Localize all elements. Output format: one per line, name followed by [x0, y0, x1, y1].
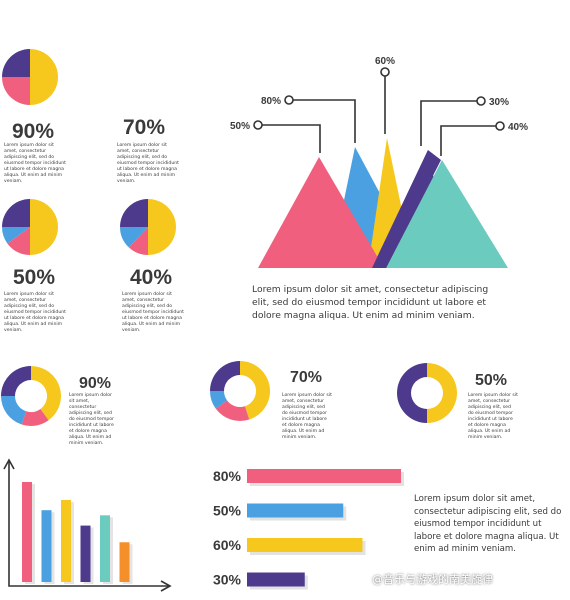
- mountain-label-80%: 80%: [261, 96, 281, 107]
- leader-ring-50%: [253, 120, 263, 130]
- text-donut-90: Lorem ipsum dolor sit amet, consectetur …: [69, 393, 114, 446]
- donut-90-slice-yellow: [31, 366, 62, 421]
- hbar-label-30%: 30%: [213, 572, 242, 588]
- hbar-label-80%: 80%: [213, 468, 242, 484]
- donut-70-slice-pink: [215, 400, 250, 422]
- donut-90-slice-pink: [21, 408, 49, 427]
- donut-90-label: 90%: [79, 375, 111, 392]
- pie-90-slice-pink: [2, 77, 30, 105]
- leader-line-80%: [289, 99, 356, 143]
- pie-50-label: 50%: [13, 266, 55, 289]
- pie-50-slice-yellow: [30, 199, 58, 255]
- donut-90-slice-blue: [1, 396, 27, 425]
- text-50-left: Lorem ipsum dolor sit amet, consectetur …: [4, 292, 66, 333]
- pie-40-slice-yellow: [148, 199, 176, 255]
- hbar-yellow: [247, 538, 363, 552]
- hbar-blue: [247, 503, 344, 518]
- mountain-label-50%: 50%: [230, 121, 250, 132]
- leader-line-50%: [258, 124, 321, 153]
- hbar-purple: [247, 572, 305, 587]
- vbar-y-arrow: [3, 458, 15, 470]
- vbar-yellow: [61, 499, 71, 582]
- pie-50-slice-blue: [2, 227, 30, 244]
- pie-40-slice-pink: [128, 227, 148, 255]
- leader-line-30%: [420, 100, 481, 146]
- leader-ring-80%: [284, 95, 294, 105]
- text-70-top: Lorem ipsum dolor sit amet, consectetur …: [117, 143, 179, 184]
- hbar-paragraph: Lorem ipsum dolor sit amet, consectetur …: [414, 494, 562, 554]
- vbar-orange: [119, 542, 130, 582]
- vbar-pink: [22, 482, 32, 582]
- text-donut-50: Lorem ipsum dolor sit amet, consectetur …: [468, 393, 518, 440]
- pie-70-label: 70%: [123, 116, 165, 139]
- hbar-label-60%: 60%: [213, 537, 242, 553]
- mountain-label-40%: 40%: [508, 122, 528, 133]
- mountain-pink: [258, 157, 384, 268]
- pie-90-slice-yellow: [30, 49, 58, 105]
- vbar-x-arrow: [160, 580, 172, 592]
- mountain-label-60%: 60%: [375, 56, 395, 67]
- leader-line-40%: [440, 125, 500, 156]
- text-90-top: Lorem ipsum dolor sit amet, consectetur …: [4, 143, 66, 184]
- pie-50-slice-pink: [7, 227, 30, 255]
- leader-ring-30%: [476, 96, 486, 106]
- pie-50-slice-purple: [2, 199, 30, 227]
- vbar-teal: [100, 515, 110, 582]
- donut-50-slice-yellow: [427, 363, 457, 423]
- pie-40-slice-purple: [120, 199, 148, 227]
- hbar-pink: [247, 469, 401, 483]
- text-40: Lorem ipsum dolor sit amet, consectetur …: [122, 292, 184, 333]
- donut-70-label: 70%: [290, 369, 322, 386]
- donut-70-slice-yellow: [240, 361, 271, 420]
- mountain-purple-strip: [372, 150, 441, 268]
- text-donut-70: Lorem ipsum dolor sit amet, consectetur …: [282, 393, 332, 440]
- leader-ring-40%: [495, 121, 505, 131]
- donut-70-slice-blue: [210, 391, 228, 409]
- donut-50-label: 50%: [475, 372, 507, 389]
- pie-90-slice-purple: [2, 49, 30, 77]
- watermark: @音乐与游戏的南美旋律: [372, 573, 493, 586]
- leader-ring-60%: [380, 67, 390, 77]
- donut-90-slice-purple: [1, 366, 31, 396]
- vbar-blue: [41, 510, 52, 582]
- pie-40-slice-blue: [120, 227, 148, 248]
- hbar-label-50%: 50%: [213, 503, 242, 519]
- pie-40-label: 40%: [130, 266, 172, 289]
- donut-70-slice-purple: [210, 361, 240, 391]
- donut-50-slice-purple: [397, 363, 427, 423]
- mountain-label-30%: 30%: [489, 97, 509, 108]
- pie-90-label: 90%: [12, 120, 54, 143]
- vbar-purple: [80, 525, 91, 582]
- mountain-teal: [386, 160, 508, 268]
- vbar-axes: [8, 460, 170, 587]
- mountain-paragraph: Lorem ipsum dolor sit amet, consectetur …: [252, 284, 489, 321]
